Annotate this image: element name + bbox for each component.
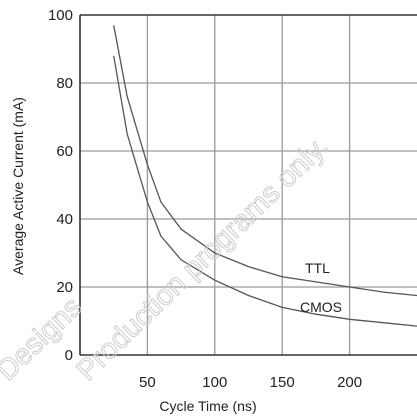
plot-frame [79, 14, 417, 356]
x-tick-label-50: 50 [139, 374, 156, 391]
x-tick-label-100: 100 [202, 374, 227, 391]
series-label-cmos: CMOS [300, 299, 342, 315]
y-tick-label-40: 40 [56, 211, 73, 228]
y-tick-label-80: 80 [56, 75, 73, 92]
grid [80, 15, 417, 355]
y-tick-label-100: 100 [48, 7, 73, 24]
series-line-ttl [113, 25, 417, 297]
series-label-ttl: TTL [305, 260, 330, 276]
y-axis-title: Average Active Current (mA) [10, 97, 26, 275]
x-tick-label-200: 200 [337, 374, 362, 391]
series-line-cmos [113, 55, 417, 327]
x-axis-title: Cycle Time (ns) [159, 398, 256, 414]
y-tick-label-60: 60 [56, 143, 73, 160]
series-lines [113, 25, 417, 327]
y-tick-labels: 0 20 40 60 80 100 [48, 7, 73, 364]
series-labels: TTL CMOS [300, 260, 342, 315]
y-tick-label-20: 20 [56, 279, 73, 296]
y-tick-label-0: 0 [65, 347, 73, 364]
x-tick-labels: 50 100 150 200 [139, 374, 362, 391]
x-tick-label-150: 150 [270, 374, 295, 391]
